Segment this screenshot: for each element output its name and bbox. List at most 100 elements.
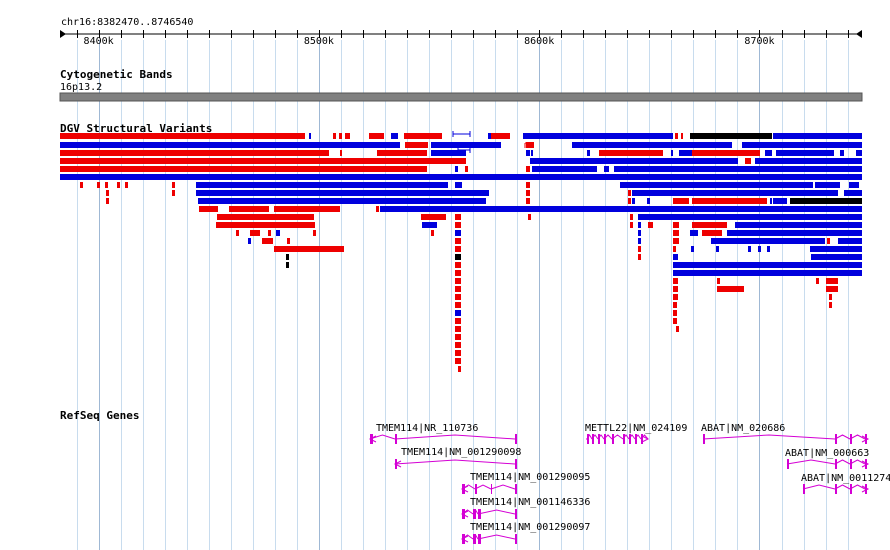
dgv-feature-gain[interactable] — [488, 133, 491, 139]
gene-feature[interactable]: TMEM114|NM_001290095 — [460, 472, 590, 494]
dgv-feature-gain[interactable] — [391, 133, 398, 139]
dgv-feature-loss[interactable] — [526, 166, 530, 172]
dgv-feature-gain[interactable] — [810, 246, 862, 252]
dgv-feature-loss[interactable] — [829, 302, 832, 308]
dgv-feature-gain[interactable] — [815, 182, 840, 188]
dgv-feature-loss[interactable] — [287, 238, 290, 244]
dgv-feature-gain[interactable] — [638, 214, 862, 220]
dgv-feature-loss[interactable] — [692, 222, 727, 228]
dgv-feature-gain[interactable] — [844, 190, 862, 196]
gene-label[interactable]: TMEM114|NR_110736 — [376, 423, 478, 434]
dgv-feature-loss[interactable] — [455, 262, 461, 268]
cytoband-bar[interactable] — [59, 92, 863, 102]
dgv-feature-loss[interactable] — [455, 334, 461, 340]
dgv-feature-loss[interactable] — [60, 150, 329, 156]
gene-label[interactable]: TMEM114|NM_001290095 — [470, 472, 590, 483]
gene-feature[interactable]: TMEM114|NM_001290098 — [393, 447, 521, 469]
dgv-feature-loss[interactable] — [673, 246, 676, 252]
dgv-feature-loss[interactable] — [278, 206, 340, 212]
dgv-feature-loss[interactable] — [465, 166, 468, 172]
dgv-feature-gain[interactable] — [60, 142, 400, 148]
ruler-right-arrow-icon[interactable] — [856, 30, 862, 38]
dgv-feature-gain[interactable] — [587, 150, 590, 156]
dgv-feature-gain[interactable] — [671, 150, 673, 156]
dgv-feature-gain[interactable] — [455, 310, 461, 316]
dgv-feature-loss[interactable] — [199, 206, 218, 212]
dgv-feature-loss[interactable] — [236, 230, 239, 236]
dgv-feature-loss[interactable] — [675, 133, 678, 139]
dgv-feature-loss[interactable] — [262, 238, 273, 244]
dgv-feature-gain[interactable] — [638, 222, 641, 228]
dgv-feature-loss[interactable] — [526, 142, 534, 148]
dgv-feature-loss[interactable] — [673, 238, 679, 244]
dgv-feature-inversion[interactable] — [452, 131, 471, 137]
dgv-feature-both[interactable] — [455, 254, 461, 260]
dgv-feature-loss[interactable] — [339, 133, 342, 139]
dgv-feature-loss[interactable] — [431, 230, 434, 236]
dgv-feature-loss[interactable] — [827, 238, 830, 244]
dgv-feature-loss[interactable] — [60, 158, 466, 164]
dgv-feature-gain[interactable] — [711, 238, 825, 244]
dgv-feature-gain[interactable] — [838, 238, 862, 244]
dgv-feature-loss[interactable] — [638, 246, 641, 252]
dgv-feature-loss[interactable] — [117, 182, 120, 188]
gene-label[interactable]: TMEM114|NM_001290097 — [470, 522, 590, 533]
dgv-feature-loss[interactable] — [676, 326, 679, 332]
dgv-feature-loss[interactable] — [829, 294, 832, 300]
dgv-feature-gain[interactable] — [716, 246, 719, 252]
dgv-feature-gain[interactable] — [276, 230, 280, 236]
gene-label[interactable]: METTL22|NM_024109 — [585, 423, 687, 434]
gene-feature[interactable]: ABAT|NM_000663 — [785, 448, 869, 469]
dgv-feature-gain[interactable] — [614, 166, 862, 172]
dgv-feature-loss[interactable] — [313, 230, 316, 236]
dgv-feature-loss[interactable] — [648, 222, 653, 228]
dgv-feature-gain[interactable] — [638, 238, 641, 244]
dgv-feature-gain[interactable] — [770, 198, 772, 204]
dgv-feature-loss[interactable] — [628, 198, 631, 204]
dgv-feature-loss[interactable] — [673, 222, 679, 228]
dgv-feature-loss[interactable] — [229, 206, 269, 212]
dgv-feature-loss[interactable] — [105, 182, 108, 188]
dgv-feature-loss[interactable] — [455, 270, 461, 276]
gene-feature[interactable]: TMEM114|NM_001290097 — [460, 522, 590, 544]
gene-label[interactable]: TMEM114|NM_001290098 — [401, 447, 521, 458]
dgv-feature-loss[interactable] — [638, 254, 641, 260]
dgv-feature-loss[interactable] — [599, 150, 663, 156]
dgv-feature-loss[interactable] — [717, 286, 744, 292]
dgv-feature-gain[interactable] — [455, 230, 461, 236]
dgv-feature-gain[interactable] — [455, 182, 462, 188]
dgv-feature-gain[interactable] — [811, 254, 862, 260]
dgv-feature-gain[interactable] — [679, 150, 692, 156]
dgv-feature-loss[interactable] — [692, 150, 760, 156]
dgv-feature-loss[interactable] — [681, 133, 683, 139]
dgv-feature-loss[interactable] — [455, 214, 461, 220]
dgv-feature-gain[interactable] — [849, 182, 859, 188]
dgv-feature-loss[interactable] — [115, 133, 133, 139]
dgv-feature-loss[interactable] — [526, 182, 530, 188]
dgv-feature-loss[interactable] — [172, 182, 175, 188]
dgv-feature-loss[interactable] — [172, 190, 175, 196]
dgv-feature-loss[interactable] — [491, 133, 510, 139]
gene-feature[interactable]: TMEM114|NM_001146336 — [460, 497, 590, 519]
dgv-feature-loss[interactable] — [455, 294, 461, 300]
dgv-feature-gain[interactable] — [758, 246, 761, 252]
dgv-feature-loss[interactable] — [274, 246, 344, 252]
dgv-feature-gain[interactable] — [380, 206, 862, 212]
dgv-feature-loss[interactable] — [455, 222, 461, 228]
gene-label[interactable]: ABAT|NM_001127448 — [801, 473, 890, 484]
gene-label[interactable]: ABAT|NM_000663 — [785, 448, 869, 459]
dgv-feature-loss[interactable] — [455, 342, 461, 348]
dgv-feature-gain[interactable] — [690, 230, 698, 236]
dgv-feature-loss[interactable] — [628, 190, 631, 196]
ruler-left-arrow-icon[interactable] — [60, 30, 66, 38]
dgv-feature-loss[interactable] — [673, 302, 677, 308]
dgv-feature-loss[interactable] — [528, 214, 531, 220]
dgv-feature-loss[interactable] — [421, 214, 446, 220]
dgv-feature-gain[interactable] — [742, 142, 862, 148]
dgv-feature-loss[interactable] — [216, 222, 315, 228]
dgv-feature-loss[interactable] — [673, 230, 679, 236]
dgv-feature-loss[interactable] — [345, 133, 350, 139]
dgv-feature-loss[interactable] — [377, 150, 427, 156]
dgv-feature-gain[interactable] — [773, 198, 787, 204]
